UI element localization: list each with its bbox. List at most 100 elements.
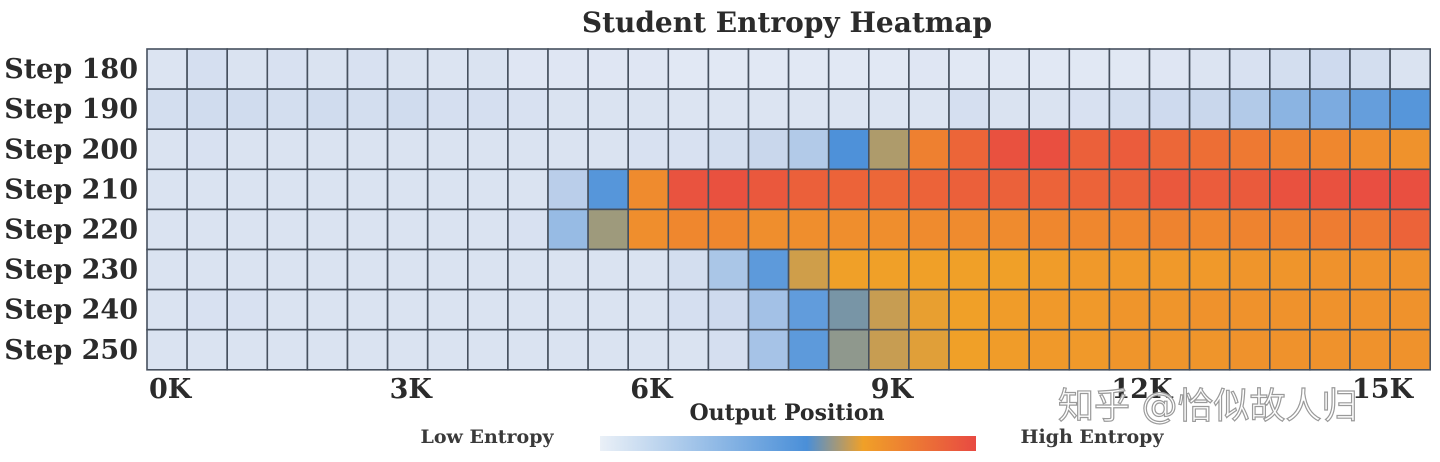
- heatmap-cell: [1349, 128, 1391, 171]
- heatmap-cell: [827, 328, 870, 371]
- heatmap-cell: [1389, 248, 1431, 291]
- heatmap-cell: [146, 288, 188, 331]
- heatmap-cell: [948, 248, 990, 291]
- x-tick-label: 9K: [871, 374, 915, 405]
- heatmap-cell: [587, 208, 629, 251]
- heatmap-cell: [1389, 208, 1431, 251]
- heatmap-cell: [1309, 88, 1351, 130]
- heatmap-cell: [507, 288, 549, 331]
- heatmap-cell: [1068, 88, 1111, 130]
- heatmap-cell: [226, 48, 269, 90]
- y-tick-label: Step 220: [4, 214, 138, 245]
- heatmap-cell: [707, 128, 750, 171]
- heatmap-cell: [1389, 48, 1431, 90]
- heatmap-cell: [667, 168, 710, 211]
- heatmap-cell: [908, 208, 950, 251]
- colorbar: [600, 436, 976, 451]
- heatmap-cell: [948, 128, 990, 171]
- heatmap-cell: [747, 208, 790, 251]
- heatmap-cell: [1108, 168, 1151, 211]
- chart-title: Student Entropy Heatmap: [582, 6, 992, 39]
- heatmap-cell: [1309, 168, 1351, 211]
- heatmap-cell: [1068, 168, 1111, 211]
- heatmap-cell: [827, 128, 870, 171]
- heatmap-cell: [908, 288, 950, 331]
- heatmap-cell: [587, 128, 629, 171]
- heatmap-cell: [426, 128, 469, 171]
- heatmap-cell: [787, 168, 830, 211]
- heatmap-cell: [1269, 248, 1311, 291]
- x-tick-label: 0K: [149, 374, 193, 405]
- heatmap-cell: [1269, 328, 1311, 371]
- heatmap-cell: [1309, 128, 1351, 171]
- heatmap-cell: [747, 128, 790, 171]
- heatmap-cell: [547, 248, 589, 291]
- heatmap-cell: [1349, 48, 1391, 90]
- heatmap-cell: [1349, 168, 1391, 211]
- heatmap-cell: [1068, 208, 1111, 251]
- heatmap-cell: [1068, 248, 1111, 291]
- heatmap-cell: [1148, 168, 1191, 211]
- heatmap-cell: [988, 128, 1030, 171]
- heatmap-cell: [266, 288, 309, 331]
- heatmap-cell: [908, 128, 950, 171]
- heatmap-cell: [346, 168, 389, 211]
- heatmap-cell: [186, 168, 229, 211]
- heatmap-cell: [1389, 88, 1431, 130]
- heatmap-cell: [386, 128, 429, 171]
- heatmap-cell: [146, 48, 188, 90]
- heatmap-cell: [1148, 88, 1191, 130]
- heatmap-cell: [1028, 248, 1071, 291]
- heatmap-cell: [587, 88, 629, 130]
- heatmap-cell: [627, 128, 670, 171]
- heatmap-cell: [908, 168, 950, 211]
- heatmap-cell: [1269, 128, 1311, 171]
- heatmap-cell: [1148, 128, 1191, 171]
- heatmap-cell: [747, 328, 790, 371]
- heatmap-cell: [186, 128, 229, 171]
- heatmap-cell: [266, 328, 309, 371]
- y-tick-label: Step 180: [4, 54, 138, 85]
- heatmap-cell: [627, 248, 670, 291]
- heatmap-cell: [1228, 208, 1271, 251]
- heatmap-cell: [1188, 248, 1231, 291]
- heatmap-cell: [707, 168, 750, 211]
- heatmap-cell: [787, 88, 830, 130]
- heatmap-cell: [1309, 208, 1351, 251]
- heatmap-cell: [667, 88, 710, 130]
- heatmap-cell: [1028, 88, 1071, 130]
- heatmap-cell: [346, 328, 389, 371]
- y-tick-label: Step 210: [4, 174, 138, 205]
- heatmap-cell: [507, 128, 549, 171]
- heatmap-cell: [1309, 48, 1351, 90]
- heatmap-cell: [466, 168, 509, 211]
- heatmap-cell: [1228, 48, 1271, 90]
- heatmap-cell: [1228, 248, 1271, 291]
- heatmap-cell: [146, 88, 188, 130]
- heatmap-cell: [827, 288, 870, 331]
- heatmap-cell: [1188, 208, 1231, 251]
- heatmap-cell: [948, 288, 990, 331]
- heatmap-cell: [547, 48, 589, 90]
- heatmap-cell: [988, 288, 1030, 331]
- heatmap-cell: [1028, 208, 1071, 251]
- heatmap-cell: [1108, 88, 1151, 130]
- heatmap-cell: [667, 328, 710, 371]
- heatmap-cell: [1188, 288, 1231, 331]
- heatmap-cell: [1108, 288, 1151, 331]
- heatmap-cell: [1148, 328, 1191, 371]
- heatmap-cell: [306, 48, 349, 90]
- heatmap-cell: [1349, 208, 1391, 251]
- y-tick-label: Step 250: [4, 335, 138, 366]
- heatmap-cell: [466, 88, 509, 130]
- heatmap-cell: [146, 208, 188, 251]
- heatmap-cell: [787, 128, 830, 171]
- x-tick-label: 3K: [390, 374, 434, 405]
- heatmap-cell: [1269, 208, 1311, 251]
- heatmap-cell: [747, 288, 790, 331]
- heatmap-cell: [146, 328, 188, 371]
- heatmap-cell: [707, 208, 750, 251]
- heatmap-cell: [547, 168, 589, 211]
- heatmap-cell: [386, 88, 429, 130]
- heatmap-cell: [226, 288, 269, 331]
